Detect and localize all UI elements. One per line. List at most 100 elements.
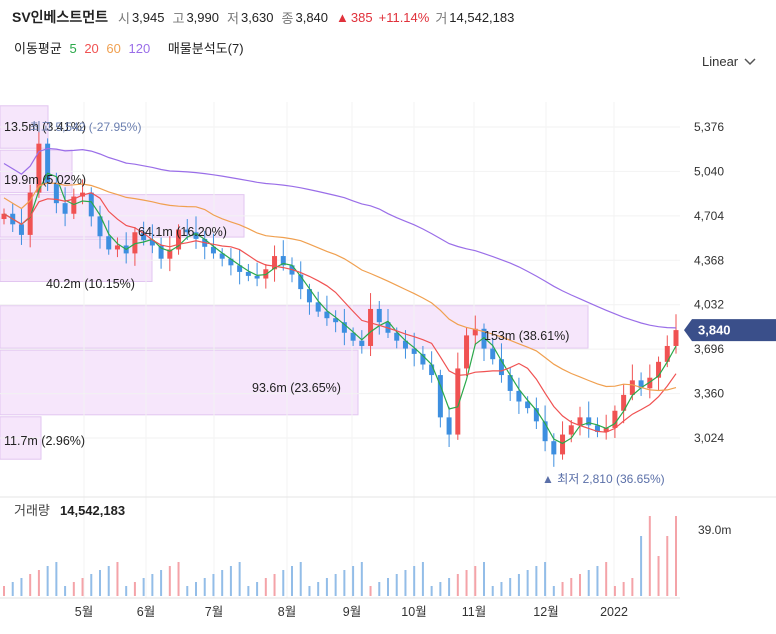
- volume-bar: [413, 566, 416, 596]
- volume-bar: [151, 574, 154, 596]
- volume-bar: [509, 578, 512, 596]
- volume-bar: [3, 586, 5, 596]
- volume-bar: [526, 570, 529, 596]
- candle-body: [594, 425, 600, 432]
- scale-selector[interactable]: Linear: [702, 54, 756, 69]
- volume-bar: [631, 578, 634, 596]
- candle-body: [621, 394, 627, 411]
- volume-bar: [369, 586, 372, 596]
- volume-bar: [360, 562, 363, 596]
- volume-bar: [37, 570, 40, 596]
- volume-bar: [448, 578, 451, 596]
- ma-5[interactable]: 5: [69, 41, 77, 56]
- candle-body: [481, 328, 487, 349]
- volume-bar: [378, 582, 381, 596]
- volume-bar: [177, 562, 180, 596]
- high-price-annotation: 최고 5,542 (-27.95%): [30, 120, 141, 134]
- volume-bar: [675, 516, 677, 596]
- candle-body: [394, 332, 400, 341]
- candle-body: [577, 417, 583, 426]
- volume-panel-label: 거래량: [14, 503, 50, 518]
- candle-body: [18, 224, 24, 235]
- candle-body: [193, 232, 199, 239]
- volume-bar: [465, 570, 468, 596]
- price-tick-label: 4,032: [694, 298, 724, 312]
- volume-profile-label: 13.5m (3.41%): [4, 120, 86, 134]
- close-label: 종: [281, 10, 294, 26]
- volume-bar: [247, 586, 250, 596]
- volume-bar: [352, 566, 355, 596]
- volume-profile-bar: [0, 349, 359, 416]
- x-tick-label: 11월: [462, 605, 486, 619]
- volume-bar: [229, 566, 232, 596]
- volume-bar: [186, 586, 189, 596]
- change-pct: +11.14%: [378, 9, 430, 25]
- volume-bar: [212, 574, 215, 596]
- ma-5-line: [3, 172, 677, 445]
- x-tick-label: 10월: [401, 605, 426, 619]
- high-label: 고: [172, 10, 185, 26]
- candle-body: [586, 417, 592, 426]
- candle-body: [228, 258, 234, 266]
- volume-bar: [299, 562, 302, 596]
- candle-body: [516, 390, 522, 402]
- volume-bar: [544, 562, 547, 596]
- volume-bar: [221, 570, 224, 596]
- volume-profile-label: 153m (38.61%): [484, 329, 569, 343]
- volume-bar: [648, 516, 651, 596]
- candle-body: [324, 311, 330, 319]
- candle-body: [97, 216, 103, 237]
- ma-20-line: [3, 192, 677, 433]
- candle-body: [53, 183, 59, 204]
- price-tick-label: 4,368: [694, 253, 724, 267]
- current-price-marker: [684, 319, 776, 342]
- volume-profile-label: 64.1m (16.20%): [138, 225, 227, 239]
- candle-body: [647, 377, 653, 389]
- time-axis: 5월 6월 7월 8월 9월 10월 11월 12월 2022: [0, 597, 680, 619]
- candle-body: [333, 318, 339, 323]
- volume-bar: [168, 566, 171, 596]
- open-label: 시: [117, 10, 130, 26]
- volume-bar: [456, 574, 459, 596]
- volume-bar: [570, 578, 573, 596]
- volume-profile-label[interactable]: 매물분석도(7): [167, 41, 244, 56]
- volume-bar: [439, 582, 442, 596]
- volume-bar: [474, 566, 477, 596]
- candle-body: [472, 328, 478, 336]
- price-axis: 5,376 5,040 4,704 4,368 4,032 3,696 3,360 3,024: [694, 120, 724, 445]
- candle-body: [429, 364, 435, 376]
- candle-body: [525, 401, 531, 409]
- ma-120[interactable]: 120: [128, 41, 151, 56]
- candle-body: [219, 253, 225, 259]
- volume-bar: [29, 574, 32, 596]
- scale-mode: Linear: [702, 54, 739, 69]
- candlesticks: [1, 130, 679, 467]
- candle-body: [560, 434, 566, 455]
- volume-bar: [395, 574, 398, 596]
- candle-body: [542, 421, 548, 442]
- candle-body: [36, 143, 42, 193]
- volume-profile-label: 93.6m (23.65%): [252, 381, 341, 395]
- volume-bar: [517, 574, 520, 596]
- candle-body: [88, 192, 94, 217]
- price-tick-label: 3,696: [694, 342, 724, 356]
- ma-60[interactable]: 60: [106, 41, 121, 56]
- volume-bar: [11, 582, 14, 596]
- volume-bar: [64, 586, 67, 596]
- x-tick-label: 7월: [205, 605, 223, 619]
- candle-body: [673, 330, 679, 346]
- close-value: 3,840: [295, 9, 329, 25]
- volume-bar: [99, 570, 101, 596]
- volume-profile-label: 40.2m (10.15%): [46, 277, 135, 291]
- moving-average-label[interactable]: 이동평균: [14, 41, 62, 56]
- change-value: 385: [350, 9, 373, 25]
- candle-body: [437, 375, 443, 418]
- candle-body: [350, 332, 356, 341]
- ma-20[interactable]: 20: [84, 41, 99, 56]
- volume-bar: [596, 566, 599, 596]
- candle-body: [272, 256, 278, 270]
- volume-bar: [491, 586, 494, 596]
- volume-bar: [116, 562, 119, 596]
- volume-bar: [107, 566, 110, 596]
